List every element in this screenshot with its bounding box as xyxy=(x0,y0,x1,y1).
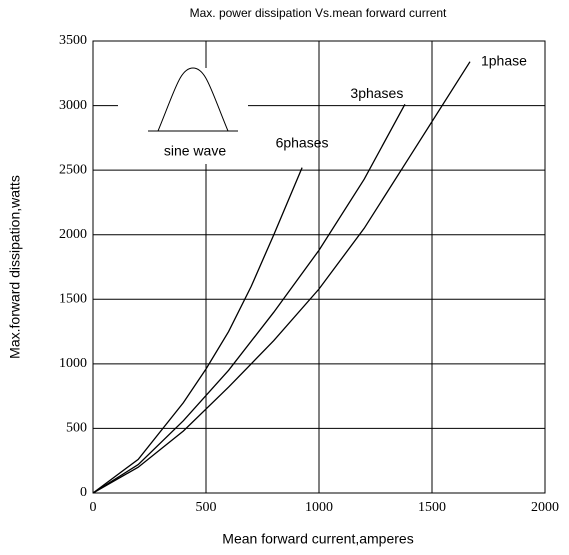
series-line xyxy=(92,167,303,494)
y-axis-label: Max.forward dissipation,watts xyxy=(7,175,23,359)
series-line xyxy=(92,61,471,494)
x-tick-label: 1500 xyxy=(418,500,446,515)
y-tick-label: 500 xyxy=(66,421,87,436)
chart-title: Max. power dissipation Vs.mean forward c… xyxy=(190,6,447,20)
series-label: 6phases xyxy=(276,134,329,150)
series-label: 3phases xyxy=(350,85,403,101)
series-label: 1phase xyxy=(481,52,527,68)
y-tick-label: 2000 xyxy=(59,227,87,242)
annotation: sine wave xyxy=(164,143,226,159)
x-tick-label: 1000 xyxy=(305,500,333,515)
sine-icon xyxy=(118,67,248,164)
y-tick-label: 2500 xyxy=(59,162,87,177)
y-tick-label: 1500 xyxy=(59,292,87,307)
x-axis-label: Mean forward current,amperes xyxy=(222,531,413,547)
x-tick-label: 0 xyxy=(90,500,97,515)
y-tick-label: 3000 xyxy=(59,98,87,113)
plot-frame xyxy=(92,40,546,494)
x-tick-label: 2000 xyxy=(531,500,559,515)
y-tick-label: 0 xyxy=(80,485,87,500)
y-tick-label: 3500 xyxy=(59,33,87,48)
y-tick-label: 1000 xyxy=(59,356,87,371)
x-tick-label: 500 xyxy=(196,500,217,515)
series-line xyxy=(92,103,406,494)
